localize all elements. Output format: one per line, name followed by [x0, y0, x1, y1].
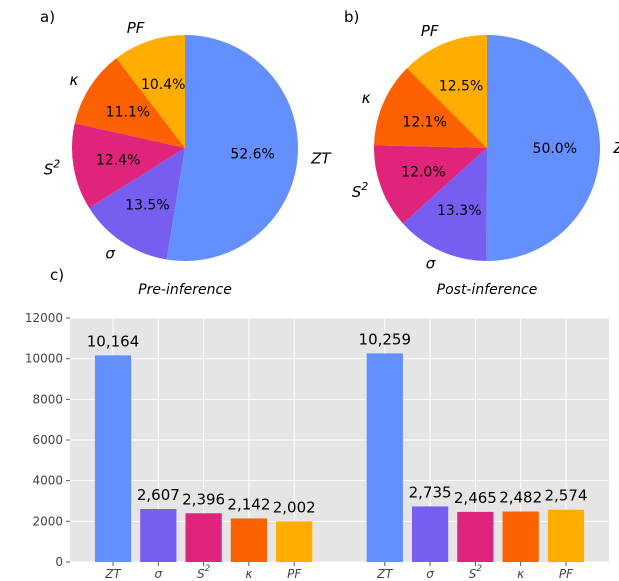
- x-tick-label-group1-kappa: κ: [245, 567, 253, 581]
- pie-b-pct-label-sigma: 13.3%: [437, 203, 481, 219]
- y-tick-label: 8000: [32, 392, 63, 406]
- pie-a-category-label-zt: ZT: [310, 149, 332, 167]
- pie-a-pct-label-pf: 10.4%: [141, 77, 185, 93]
- panel-label-b: b): [344, 8, 359, 26]
- bar-value-label-group2-pf: 2,574: [544, 487, 587, 505]
- pie-caption-pre-inference: Pre-inference: [138, 282, 232, 298]
- y-tick-label: 2000: [32, 514, 63, 528]
- bar-value-label-group1-s2: 2,396: [182, 490, 225, 508]
- pie-b-slice-kappa: [374, 68, 487, 148]
- bar-group1-kappa: [230, 518, 268, 562]
- y-tick-label: 4000: [32, 474, 63, 488]
- bar-value-label-group1-zt: 10,164: [87, 332, 140, 350]
- pie-b-pct-label-pf: 12.5%: [439, 78, 483, 94]
- pie-b-slice-sigma: [402, 148, 487, 261]
- pie-caption-post-inference: Post-inference: [437, 282, 538, 298]
- bar-group2-s2: [457, 511, 494, 562]
- bar-value-label-group1-kappa: 2,142: [227, 495, 270, 513]
- pie-b-category-label-kappa: κ: [362, 89, 371, 107]
- pie-chart-post-inference: 12.5% PF 12.1% κ 12.0% S2 13.3% σ 50.0% ZT: [352, 22, 619, 272]
- x-tick-label-group2-s2: S2: [469, 564, 483, 581]
- pie-a-pct-label-sigma: 13.5%: [125, 197, 169, 213]
- bar-value-label-group1-pf: 2,002: [273, 498, 316, 516]
- pie-a-slice-kappa: [74, 58, 185, 148]
- bar-chart-counts: 0 2000 4000 6000 8000 10000 12000 10,164 ZT 2,607…: [25, 311, 609, 581]
- pie-a-pct-label-s2: 12.4%: [96, 152, 140, 168]
- pie-chart-pre-inference: 10.4% PF 11.1% κ 12.4% S2 13.5% σ 52.6% ZT: [44, 19, 333, 262]
- pie-b-category-label-zt: ZT: [613, 139, 619, 157]
- bar-group2-pf: [547, 509, 585, 562]
- pie-b-pct-label-zt: 50.0%: [533, 141, 577, 157]
- bar-value-label-group2-sigma: 2,735: [409, 483, 452, 501]
- bar-group1-s2: [185, 513, 222, 562]
- pie-a-category-label-s2: S2: [44, 157, 61, 178]
- bar-group1-sigma: [140, 508, 177, 562]
- y-tick-label: 12000: [25, 311, 63, 325]
- pie-b-slice-zt: [486, 35, 601, 262]
- bar-group1-zt: [94, 355, 132, 562]
- pie-a-category-label-pf: PF: [127, 19, 145, 37]
- bar-group2-kappa: [502, 511, 539, 562]
- pie-b-pct-label-kappa: 12.1%: [402, 114, 446, 130]
- bar-group1-pf: [276, 521, 313, 562]
- pie-a-slice-sigma: [89, 148, 185, 260]
- pie-b-category-label-s2: S2: [352, 180, 369, 201]
- bar-value-label-group1-sigma: 2,607: [137, 486, 180, 504]
- pie-b-category-label-pf: PF: [421, 22, 439, 40]
- pie-a-slice-s2: [71, 123, 185, 208]
- bar-group2-sigma: [411, 506, 449, 562]
- y-tick-label: 0: [55, 555, 63, 569]
- y-tick-label: 6000: [32, 433, 63, 447]
- x-tick-label-group2-zt: ZT: [376, 567, 394, 581]
- bar-value-label-group2-kappa: 2,482: [499, 489, 542, 507]
- x-tick-label-group1-s2: S2: [197, 564, 211, 581]
- pie-a-slice-zt: [166, 35, 298, 261]
- pie-a-category-label-kappa: κ: [70, 71, 79, 89]
- pie-a-pct-label-kappa: 11.1%: [106, 104, 150, 120]
- panel-label-c: c): [50, 266, 64, 284]
- x-tick-label-group1-zt: ZT: [104, 567, 122, 581]
- pie-b-slice-s2: [374, 145, 487, 224]
- pie-b-category-label-sigma: σ: [426, 254, 436, 272]
- x-tick-label-group1-pf: PF: [287, 567, 302, 581]
- pie-a-category-label-sigma: σ: [105, 244, 115, 262]
- x-tick-label-group2-sigma: σ: [426, 567, 434, 581]
- bar-value-label-group2-s2: 2,465: [454, 489, 497, 507]
- x-tick-label-group2-pf: PF: [559, 567, 574, 581]
- bar-group2-zt: [366, 353, 403, 562]
- x-tick-label-group1-sigma: σ: [155, 567, 163, 581]
- pie-a-pct-label-zt: 52.6%: [230, 147, 274, 163]
- pie-a-slice-pf: [116, 35, 185, 148]
- pie-b-slice-pf: [407, 35, 487, 148]
- x-tick-label-group2-kappa: κ: [517, 567, 525, 581]
- pie-b-pct-label-s2: 12.0%: [401, 164, 445, 180]
- bar-value-label-group2-zt: 10,259: [359, 330, 412, 348]
- panel-label-a: a): [40, 8, 55, 26]
- y-tick-label: 10000: [25, 352, 63, 366]
